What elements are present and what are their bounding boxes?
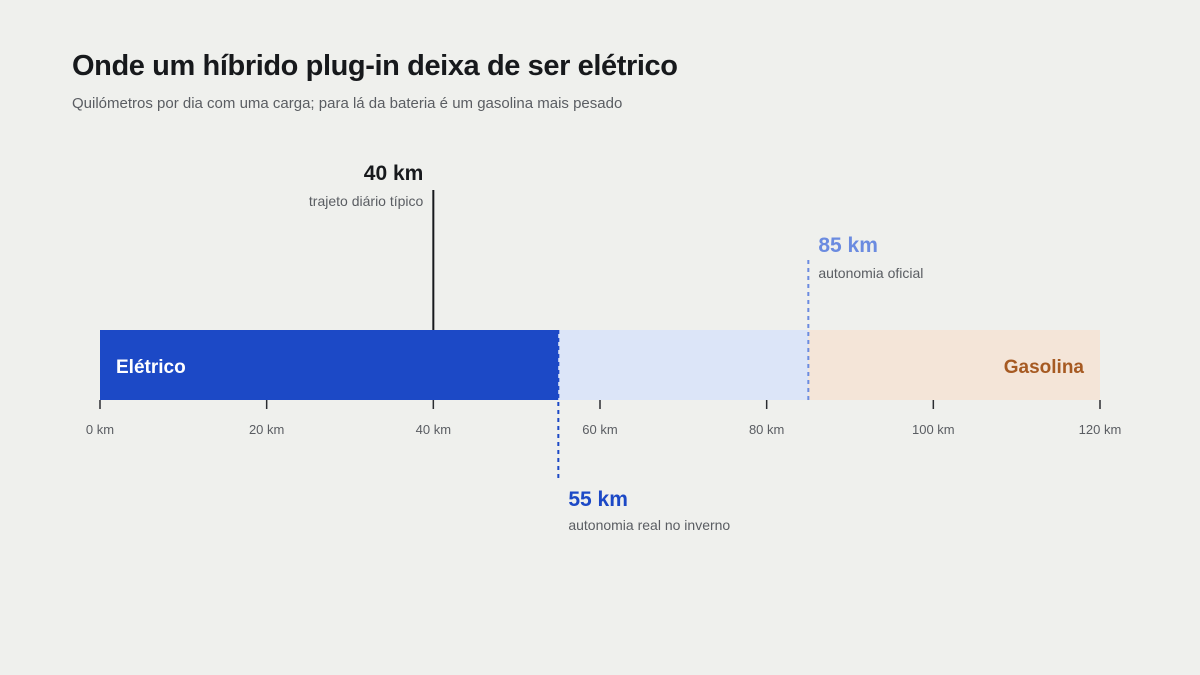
marker-value-oficial: 85 km (818, 234, 878, 257)
x-tick-label-0: 0 km (86, 422, 114, 437)
bar-label-eletrico: Elétrico (116, 357, 186, 378)
chart-subtitle: Quilómetros por dia com uma carga; para … (72, 95, 623, 112)
marker-note-trajeto: trajeto diário típico (309, 193, 424, 209)
bar-segment-oficial (558, 330, 809, 400)
x-tick-label-60: 60 km (582, 422, 617, 437)
x-tick-label-80: 80 km (749, 422, 784, 437)
marker-note-oficial: autonomia oficial (818, 265, 923, 281)
marker-value-real: 55 km (568, 488, 628, 511)
marker-note-real: autonomia real no inverno (568, 517, 730, 533)
chart-title: Onde um híbrido plug-in deixa de ser elé… (72, 50, 678, 82)
bar-segment-gasolina (808, 330, 1100, 400)
x-tick-label-40: 40 km (416, 422, 451, 437)
bar-label-gasolina: Gasolina (1004, 357, 1085, 378)
bar-segment-eletrico (100, 330, 559, 400)
marker-value-trajeto: 40 km (364, 162, 424, 185)
x-tick-label-120: 120 km (1079, 422, 1122, 437)
x-tick-label-100: 100 km (912, 422, 955, 437)
x-tick-label-20: 20 km (249, 422, 284, 437)
